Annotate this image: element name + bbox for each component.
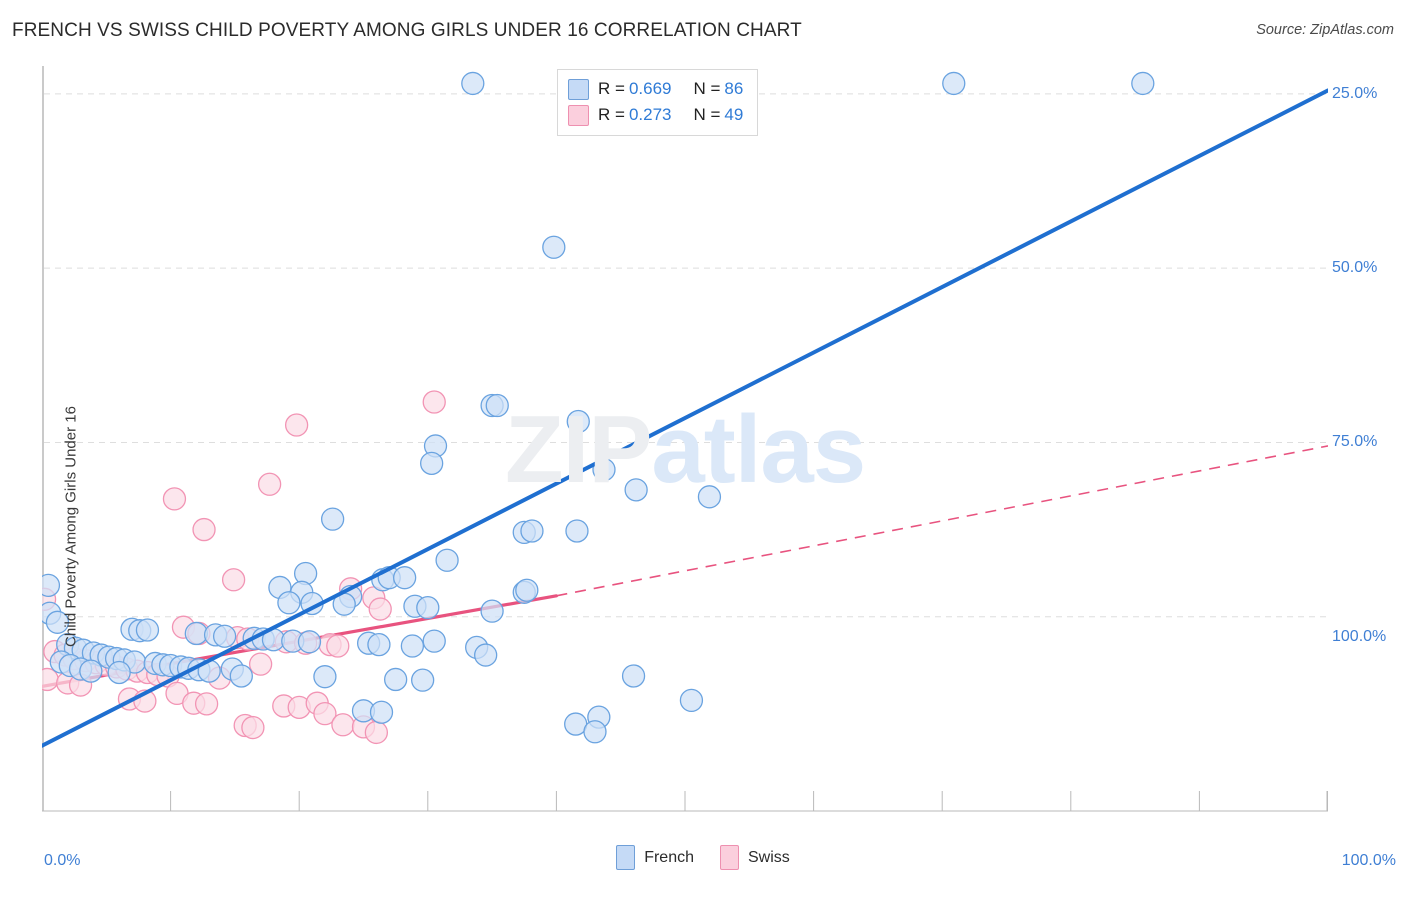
y-tick-label-100: 100.0% (1332, 627, 1387, 645)
data-point (45, 610, 70, 634)
data-point (480, 599, 504, 623)
data-point (297, 630, 322, 654)
data-point (248, 652, 273, 676)
data-point (293, 561, 318, 586)
data-point (566, 409, 590, 434)
correlation-stats-legend: R = 0.669 N = 86 R = 0.273 N = 49 (557, 69, 759, 136)
data-point (320, 507, 345, 531)
data-point (331, 713, 355, 737)
source-attribution: Source: ZipAtlas.com (1256, 22, 1394, 38)
data-point (313, 701, 337, 726)
swiss-swatch-icon (568, 104, 589, 126)
data-point (192, 517, 216, 542)
data-point (420, 451, 444, 476)
data-point (621, 664, 646, 688)
data-point (942, 71, 966, 96)
french-legend-swatch-icon (616, 845, 636, 870)
plot-area: Child Poverty Among Girls Under 16 (42, 66, 1328, 826)
french-legend-label: French (644, 848, 694, 866)
data-point (697, 485, 722, 509)
data-point (416, 596, 440, 620)
swiss-n-value: 49 (724, 105, 744, 124)
data-point (277, 591, 301, 615)
data-point (135, 618, 160, 642)
data-point (422, 390, 446, 414)
data-point (313, 665, 337, 689)
y-tick-label-75: 75.0% (1332, 433, 1378, 451)
data-point (393, 566, 417, 590)
data-point (107, 660, 131, 685)
french-n-label: N = (693, 79, 721, 98)
data-point (368, 597, 392, 621)
y-tick-label-50: 50.0% (1332, 259, 1378, 277)
french-swatch-icon (568, 78, 589, 100)
data-point (79, 659, 103, 683)
page-title: FRENCH VS SWISS CHILD POVERTY AMONG GIRL… (12, 20, 802, 41)
data-point (212, 624, 237, 648)
data-point (369, 700, 394, 724)
stat-row-swiss: R = 0.273 N = 49 (568, 102, 743, 128)
swiss-legend-swatch-icon (720, 845, 739, 870)
data-point (679, 688, 704, 713)
points-french (42, 71, 1155, 744)
swiss-r-label: R = (598, 105, 625, 124)
data-point (184, 621, 208, 646)
stat-row-french: R = 0.669 N = 86 (568, 76, 743, 102)
data-point (42, 573, 61, 597)
data-point (411, 668, 435, 692)
data-point (383, 667, 408, 692)
data-point (221, 568, 246, 592)
trend-line-french (42, 88, 1328, 748)
data-point (364, 720, 389, 745)
data-point (326, 634, 350, 658)
data-point (400, 634, 425, 658)
swiss-n-label: N = (693, 105, 721, 124)
data-point (257, 472, 282, 496)
data-point (583, 720, 607, 744)
data-point (229, 664, 253, 688)
swiss-r-value: 0.273 (628, 105, 672, 124)
x-axis-max-label: 100.0% (1341, 852, 1396, 869)
data-point (284, 413, 309, 437)
data-point (194, 692, 219, 716)
data-point (422, 629, 446, 653)
data-point (435, 548, 459, 572)
data-point (542, 235, 566, 259)
data-point (461, 71, 485, 96)
legend-item-french[interactable]: French (616, 845, 694, 870)
data-point (520, 519, 544, 543)
trend-line-dashed-swiss (556, 445, 1328, 597)
y-tick-label-25: 25.0% (1332, 84, 1378, 102)
french-r-label: R = (598, 79, 625, 98)
data-point (367, 632, 391, 657)
plot-canvas (42, 66, 1328, 812)
x-axis-min-label: 0.0% (44, 852, 81, 869)
data-point (515, 578, 539, 602)
legend-item-swiss[interactable]: Swiss (720, 845, 790, 870)
series-legend: French Swiss (0, 845, 1406, 870)
data-point (1131, 71, 1155, 96)
data-point (485, 393, 509, 418)
french-r-value: 0.669 (628, 79, 672, 98)
french-n-value: 86 (724, 79, 744, 98)
data-point (474, 643, 498, 667)
data-point (565, 519, 589, 543)
data-point (241, 715, 265, 740)
data-point (162, 487, 187, 511)
data-point (624, 478, 648, 502)
swiss-legend-label: Swiss (748, 848, 790, 866)
